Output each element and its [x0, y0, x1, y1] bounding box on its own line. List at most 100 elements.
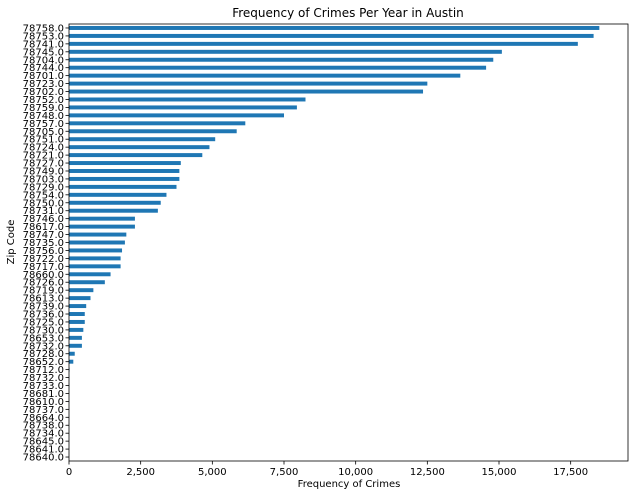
bar [69, 343, 82, 348]
y-tick-label: 78705.0 [23, 127, 64, 138]
bar [69, 264, 121, 269]
y-tick-label: 78735.0 [23, 238, 64, 249]
y-tick-label: 78645.0 [23, 437, 64, 448]
chart-title: Frequency of Crimes Per Year in Austin [232, 6, 464, 20]
y-tick-label: 78738.0 [23, 421, 64, 432]
bar [69, 208, 158, 213]
bar [69, 137, 216, 142]
x-tick-label: 0 [66, 467, 72, 478]
bar [69, 192, 167, 197]
bar [69, 304, 87, 309]
bars-group [69, 25, 600, 460]
bar [69, 129, 237, 134]
x-tick-label: 7,500 [270, 467, 299, 478]
plot-frame [68, 23, 629, 462]
x-tick-label: 12,500 [410, 467, 445, 478]
y-tick-label: 78610.0 [23, 397, 64, 408]
bar [69, 41, 578, 46]
bar [69, 280, 105, 285]
x-tick-label: 2,500 [126, 467, 155, 478]
y-tick-label: 78653.0 [23, 333, 64, 344]
y-tick-label: 78730.0 [23, 325, 64, 336]
bar [69, 25, 600, 30]
y-tick-label: 78754.0 [23, 190, 64, 201]
x-ticks: 0 2,500 5,000 7,500 10,000 12,500 15,000 17,500 [66, 461, 588, 478]
y-tick-label: 78752.0 [23, 95, 64, 106]
bar [69, 224, 135, 229]
bar [69, 256, 121, 261]
y-tick-label: 78737.0 [23, 405, 64, 416]
y-tick-label: 78747.0 [23, 230, 64, 241]
bar [69, 216, 135, 221]
y-tick-label: 78652.0 [23, 357, 64, 368]
y-tick-label: 78725.0 [23, 317, 64, 328]
bar [69, 176, 180, 181]
y-tick-label: 78723.0 [23, 79, 64, 90]
x-tick-label: 5,000 [198, 467, 227, 478]
bar [69, 272, 111, 277]
y-tick-label: 78741.0 [23, 39, 64, 50]
y-tick-label: 78753.0 [23, 31, 64, 42]
bar [69, 97, 306, 102]
y-axis-label: Zip Code [6, 220, 17, 265]
y-tick-label: 78759.0 [23, 103, 64, 114]
bar [69, 73, 461, 78]
y-tick-label: 78617.0 [23, 222, 64, 233]
y-tick-label: 78703.0 [23, 174, 64, 185]
y-tick-label: 78751.0 [23, 135, 64, 146]
y-tick-label: 78722.0 [23, 254, 64, 265]
bar [69, 351, 75, 356]
y-tick-label: 78613.0 [23, 294, 64, 305]
bar [69, 296, 91, 301]
bar [69, 33, 594, 38]
y-tick-labels: 78758.078753.078741.078745.078704.078744… [23, 23, 69, 464]
y-tick-label: 78717.0 [23, 262, 64, 273]
y-tick-label: 78726.0 [23, 278, 64, 289]
bar [69, 153, 203, 158]
bar [69, 184, 177, 189]
y-tick-label: 78702.0 [23, 87, 64, 98]
y-tick-label: 78664.0 [23, 413, 64, 424]
bar [69, 169, 180, 173]
bar [69, 240, 125, 245]
bar [69, 65, 487, 70]
bar [69, 288, 94, 293]
y-tick-label: 78660.0 [23, 270, 64, 281]
y-tick-label: 78758.0 [23, 23, 64, 34]
y-tick-label: 78749.0 [23, 166, 64, 177]
y-tick-label: 78641.0 [23, 445, 64, 456]
bar [69, 57, 494, 62]
bar [69, 113, 284, 118]
x-tick-label: 10,000 [338, 467, 373, 478]
x-tick-label: 17,500 [553, 467, 588, 478]
bar [69, 145, 210, 150]
y-tick-label: 78731.0 [23, 206, 64, 217]
y-tick-label: 78745.0 [23, 47, 64, 58]
bar [69, 81, 428, 86]
bar [69, 248, 123, 253]
y-tick-label: 78728.0 [23, 349, 64, 360]
y-tick-label: 78750.0 [23, 198, 64, 209]
bar [69, 161, 181, 166]
y-tick-label: 78712.0 [23, 365, 64, 376]
bar [69, 312, 85, 316]
bar [69, 232, 127, 237]
y-tick-label: 78729.0 [23, 182, 64, 193]
y-tick-label: 78640.0 [23, 453, 64, 464]
y-tick-label: 78724.0 [23, 143, 64, 154]
y-tick-label: 78704.0 [23, 55, 64, 66]
x-tick-label: 15,000 [482, 467, 517, 478]
bar [69, 105, 297, 110]
y-tick-label: 78721.0 [23, 151, 64, 162]
y-tick-label: 78744.0 [23, 63, 64, 74]
bar [69, 200, 161, 205]
y-tick-label: 78732.0 [23, 341, 64, 352]
y-tick-label: 78757.0 [23, 119, 64, 130]
y-tick-label: 78746.0 [23, 214, 64, 225]
y-tick-label: 78748.0 [23, 111, 64, 122]
bar [69, 49, 502, 54]
y-tick-label: 78681.0 [23, 389, 64, 400]
y-tick-label: 78736.0 [23, 310, 64, 321]
bar [69, 335, 82, 340]
